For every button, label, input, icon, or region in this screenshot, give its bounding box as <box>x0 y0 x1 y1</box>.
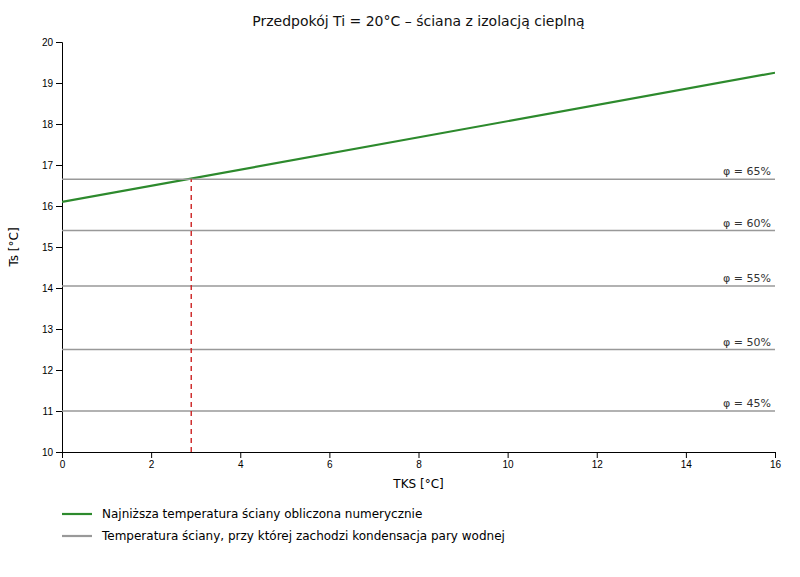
tick: 15 <box>42 242 62 253</box>
tick-label: 14 <box>681 459 693 470</box>
tick: 19 <box>42 78 62 89</box>
tick-label: 11 <box>43 406 54 417</box>
axis-domain <box>56 43 63 453</box>
tick-label: 17 <box>42 160 54 171</box>
tick-mark <box>56 247 62 248</box>
tick: 8 <box>416 452 422 470</box>
tick-label: 14 <box>42 283 54 294</box>
tick-label: 2 <box>149 459 155 470</box>
condensation-line <box>62 179 775 181</box>
tick: 16 <box>42 201 62 212</box>
tick-label: 18 <box>42 119 54 130</box>
x-axis-title: TKS [°C] <box>392 477 443 491</box>
tick: 16 <box>770 452 782 470</box>
tick-label: 16 <box>42 201 54 212</box>
tick-label: 12 <box>592 459 604 470</box>
tick: 0 <box>60 452 66 470</box>
tick-mark <box>508 452 509 458</box>
marks <box>62 73 775 452</box>
tick: 17 <box>42 160 62 171</box>
tick: 4 <box>238 452 244 470</box>
tick-mark <box>56 124 62 125</box>
y-axis-title: Ts [°C] <box>7 227 21 267</box>
tick-mark <box>56 452 62 453</box>
tick: 10 <box>42 447 62 458</box>
line-label: φ = 50% <box>723 336 771 349</box>
tick: 11 <box>43 406 62 417</box>
tick: 12 <box>42 365 62 376</box>
condensation-line <box>62 410 775 412</box>
tick-label: 19 <box>42 78 54 89</box>
line-label: φ = 65% <box>723 165 771 178</box>
axis-domain <box>63 453 776 459</box>
tick-label: 0 <box>60 459 66 470</box>
condensation-line <box>62 349 775 351</box>
tick-label: 10 <box>42 447 54 458</box>
plot: 0 2 4 6 8 10 12 14 16 10 11 12 13 14 15 16 17 18 19 20 φ = 6… <box>42 37 782 470</box>
line-label: φ = 55% <box>723 272 771 285</box>
dashed-line <box>191 179 192 452</box>
tick-mark <box>329 452 330 458</box>
tick-mark <box>56 206 62 207</box>
data-line <box>62 73 775 202</box>
chart: 0 2 4 6 8 10 12 14 16 10 11 12 13 14 15 16 17 18 19 20 φ = 6… <box>0 0 800 577</box>
tick-label: 6 <box>327 459 333 470</box>
tick-mark <box>56 165 62 166</box>
tick-label: 15 <box>42 242 54 253</box>
condensation-line <box>62 285 775 287</box>
tick: 6 <box>327 452 333 470</box>
tick-mark <box>775 452 776 458</box>
tick-label: 10 <box>503 459 515 470</box>
tick-mark <box>56 411 62 412</box>
condensation-line <box>62 230 775 232</box>
legend-label: Temperatura ściany, przy której zachodzi… <box>101 529 505 543</box>
y-axis: 10 11 12 13 14 15 16 17 18 19 20 <box>42 37 63 458</box>
tick-mark <box>56 370 62 371</box>
tick-mark <box>686 452 687 458</box>
tick: 12 <box>592 452 604 470</box>
tick: 14 <box>681 452 693 470</box>
tick: 2 <box>149 452 155 470</box>
tick-label: 20 <box>42 37 54 48</box>
legend: Najniższa temperatura ściany obliczona n… <box>62 507 505 543</box>
tick: 10 <box>503 452 515 470</box>
tick-mark <box>151 452 152 458</box>
tick-mark <box>419 452 420 458</box>
tick-mark <box>56 42 62 43</box>
annotations: φ = 65% φ = 60% φ = 55% φ = 50% φ = 45% <box>723 165 771 410</box>
tick-mark <box>597 452 598 458</box>
legend-swatch <box>62 513 92 515</box>
tick: 14 <box>42 283 62 294</box>
tick: 13 <box>42 324 62 335</box>
legend-label: Najniższa temperatura ściany obliczona n… <box>102 507 422 521</box>
x-axis: 0 2 4 6 8 10 12 14 16 <box>60 452 782 470</box>
line-label: φ = 60% <box>723 217 771 230</box>
tick-label: 16 <box>770 459 782 470</box>
tick-label: 13 <box>42 324 54 335</box>
tick-label: 12 <box>42 365 54 376</box>
tick-mark <box>56 288 62 289</box>
tick-label: 8 <box>416 459 422 470</box>
tick: 18 <box>42 119 62 130</box>
legend-swatch <box>62 535 92 537</box>
tick-label: 4 <box>238 459 244 470</box>
tick-mark <box>56 329 62 330</box>
tick-mark <box>56 83 62 84</box>
tick: 20 <box>42 37 62 48</box>
tick-mark <box>240 452 241 458</box>
line-label: φ = 45% <box>723 397 771 410</box>
title: Przedpokój Ti = 20°C – ściana z izolacją… <box>252 13 584 29</box>
